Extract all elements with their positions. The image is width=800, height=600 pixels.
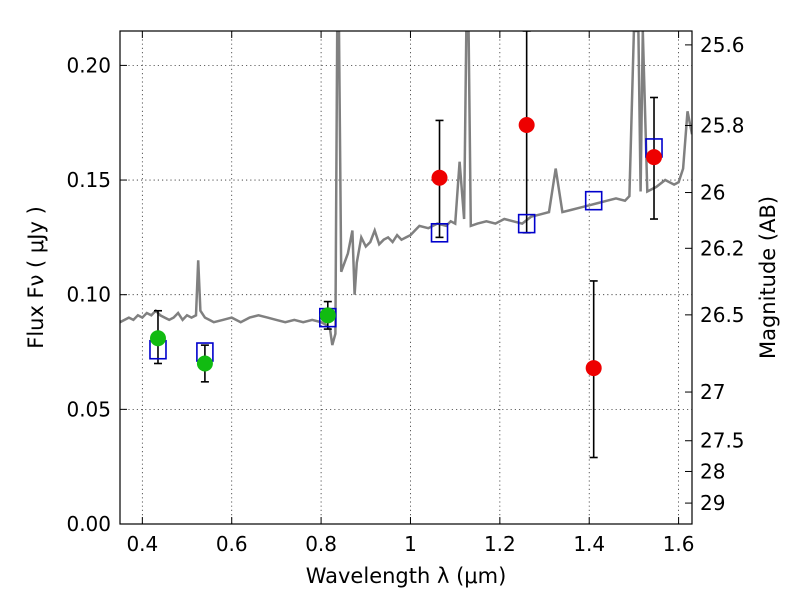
y-tick-label: 0.00 [66,512,111,536]
optical-observed-point [149,330,166,347]
observed-points-layer [149,117,663,377]
y-tick-label: 0.05 [66,397,111,421]
y2-tick-label: 26.2 [700,236,745,260]
y-tick-label: 0.10 [66,283,111,307]
y-tick-label: 0.15 [66,168,111,192]
model-spectrum-line [120,31,692,346]
grid-lines [120,31,692,525]
x-tick-label: 1.4 [573,532,605,556]
y2-tick-label: 25.8 [700,113,745,137]
x-tick-label: 1 [404,532,417,556]
optical-observed-point [196,355,213,372]
axis-labels: Wavelength λ (μm) Flux Fν ( μJy ) Magnit… [24,196,780,588]
model-spectrum-layer [120,31,692,346]
plot-frame [119,30,693,525]
y-tick-label: 0.20 [66,53,111,77]
x-tick-label: 1.6 [663,532,695,556]
y2-tick-label: 26 [700,181,725,205]
y2-tick-label: 29 [700,491,725,515]
nir-observed-point [646,149,663,166]
model-photometry-layer [149,138,663,362]
x-axis-label: Wavelength λ (μm) [306,564,507,588]
nir-observed-point [431,169,448,186]
nir-observed-point [518,117,535,134]
model-photometry-square [517,213,536,234]
y2-axis-label: Magnitude (AB) [756,196,780,359]
y2-tick-label: 26.5 [700,303,745,327]
optical-observed-point [319,307,336,324]
x-tick-label: 0.6 [216,532,248,556]
model-photometry-square [430,222,449,243]
y2-tick-label: 27 [700,380,725,404]
x-tick-label: 1.2 [484,532,516,556]
x-tick-label: 0.8 [305,532,337,556]
y2-tick-label: 28 [700,459,725,483]
nir-observed-point [585,360,602,377]
y2-tick-label: 27.5 [700,429,745,453]
model-photometry-square [584,190,603,211]
x-tick-label: 0.4 [126,532,158,556]
axis-ticks: 0.4 0.6 0.8 1 1.2 1.4 1.6 0.00 0.05 0.10 0.15 0.20 2… [66,31,745,556]
y-axis-label: Flux Fν ( μJy ) [24,206,48,349]
y2-tick-label: 25.6 [700,33,745,57]
errorbars-layer [153,31,659,459]
